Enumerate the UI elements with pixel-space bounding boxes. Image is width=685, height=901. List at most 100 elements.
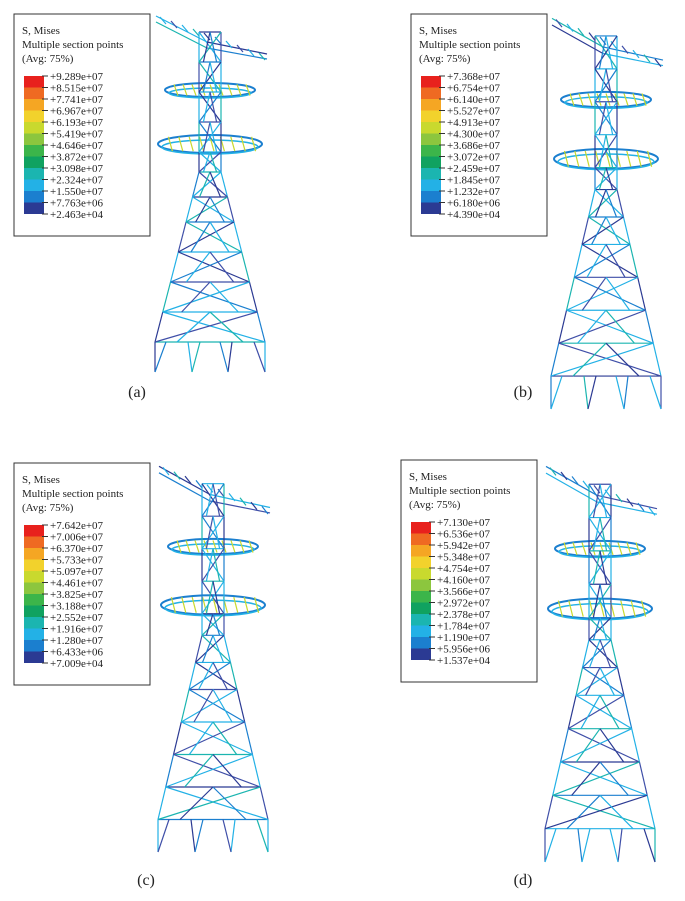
tower-member xyxy=(194,635,203,663)
legend-value: +5.942e+07 xyxy=(437,540,491,552)
tower-member xyxy=(170,597,176,613)
tower-member xyxy=(566,23,574,32)
tower-member xyxy=(188,721,214,755)
legend-swatch xyxy=(411,591,431,603)
legend-swatch xyxy=(24,133,44,145)
legend-swatch xyxy=(421,87,441,99)
tower-member xyxy=(191,341,201,373)
tower-member xyxy=(582,480,590,490)
tower-member xyxy=(240,136,246,152)
tower-member xyxy=(226,196,235,223)
tower-member xyxy=(201,515,225,550)
tower-member xyxy=(212,635,225,663)
tower-member xyxy=(185,221,242,253)
tower-member xyxy=(202,31,211,63)
legend-swatch xyxy=(24,571,44,583)
tower-member xyxy=(594,35,618,70)
tower-member xyxy=(550,342,654,377)
tower-member xyxy=(162,311,266,343)
tower-member xyxy=(599,639,612,668)
legend-value: +4.300e+07 xyxy=(447,129,501,141)
tower-member xyxy=(654,58,662,68)
legend-swatch xyxy=(411,648,431,660)
tower-member xyxy=(587,189,596,218)
legend-averaging: (Avg: 75%) xyxy=(409,499,461,511)
tower-member xyxy=(544,794,648,830)
legend-averaging: (Avg: 75%) xyxy=(419,53,471,65)
tower-member xyxy=(581,276,607,311)
tower-member xyxy=(184,475,192,485)
tower-arm xyxy=(171,543,255,556)
tower-member xyxy=(250,501,258,511)
legend-swatch xyxy=(24,202,44,214)
tower-member xyxy=(154,311,258,343)
tower-member xyxy=(559,728,569,763)
tower-member xyxy=(605,216,621,245)
tower-member xyxy=(258,52,266,61)
tower-member xyxy=(560,728,632,763)
legend-value: +4.461e+07 xyxy=(50,578,104,590)
tower-member xyxy=(184,754,214,788)
tower-member xyxy=(170,281,258,313)
legend-subtitle: Multiple section points xyxy=(409,485,510,497)
legend-value: +6.967e+07 xyxy=(50,106,104,118)
tower-member xyxy=(637,502,645,512)
legend-value: +3.686e+07 xyxy=(447,140,501,152)
legend-swatch xyxy=(24,536,44,548)
tower-member xyxy=(185,196,194,223)
tower-member xyxy=(623,376,629,410)
legend-value: +1.845e+07 xyxy=(447,175,501,187)
tower-member xyxy=(203,540,209,553)
tower-arm xyxy=(551,602,649,621)
tower-member xyxy=(227,341,233,373)
legend-subtitle: Multiple section points xyxy=(419,39,520,51)
tower xyxy=(157,465,271,853)
tower-member xyxy=(165,754,175,788)
legend-value: +3.872e+07 xyxy=(50,152,104,164)
legend-value: +2.378e+07 xyxy=(437,609,491,621)
tower-member xyxy=(595,150,601,167)
panel-caption: (c) xyxy=(137,872,155,889)
legend-value: +5.527e+07 xyxy=(447,106,501,118)
tower-member xyxy=(176,540,182,553)
tower-member xyxy=(209,221,230,253)
tower-member xyxy=(592,484,601,518)
tower-member xyxy=(219,341,229,373)
tower-member xyxy=(212,516,221,549)
tower-member xyxy=(574,150,580,167)
tower-member xyxy=(180,689,190,723)
tower-member xyxy=(581,542,587,556)
legend-value: +4.913e+07 xyxy=(447,117,501,129)
tower-member xyxy=(162,281,172,313)
tower-member xyxy=(599,484,608,518)
tower-member xyxy=(629,244,639,278)
legend-value: +7.642e+07 xyxy=(50,520,104,532)
tower-member xyxy=(236,84,242,96)
tower-member xyxy=(227,84,233,96)
tower-member xyxy=(179,786,214,820)
tower-member xyxy=(582,667,625,696)
tower-member xyxy=(602,46,664,61)
tower-member xyxy=(589,600,595,617)
tower-member xyxy=(566,309,654,344)
tower-member xyxy=(190,221,211,253)
legend-value: +4.160e+07 xyxy=(437,575,491,587)
legend-swatch xyxy=(421,179,441,191)
tower-member xyxy=(605,93,611,106)
tower-member xyxy=(245,84,251,96)
tower-member xyxy=(583,376,589,410)
tower-member xyxy=(588,617,612,641)
tower-member xyxy=(206,47,268,60)
tower-arm xyxy=(164,82,256,98)
tower-member xyxy=(558,309,646,344)
tower-member xyxy=(201,634,231,663)
tower-member xyxy=(157,786,261,821)
legend-value: +6.193e+07 xyxy=(50,117,104,129)
legend-swatch xyxy=(24,605,44,617)
legend-value: +1.232e+07 xyxy=(447,186,501,198)
tower-member xyxy=(170,20,178,29)
legend-value: +1.916e+07 xyxy=(50,624,104,636)
legend-averaging: (Avg: 75%) xyxy=(22,53,74,65)
tower-member xyxy=(598,68,607,102)
tower-member xyxy=(154,341,167,373)
